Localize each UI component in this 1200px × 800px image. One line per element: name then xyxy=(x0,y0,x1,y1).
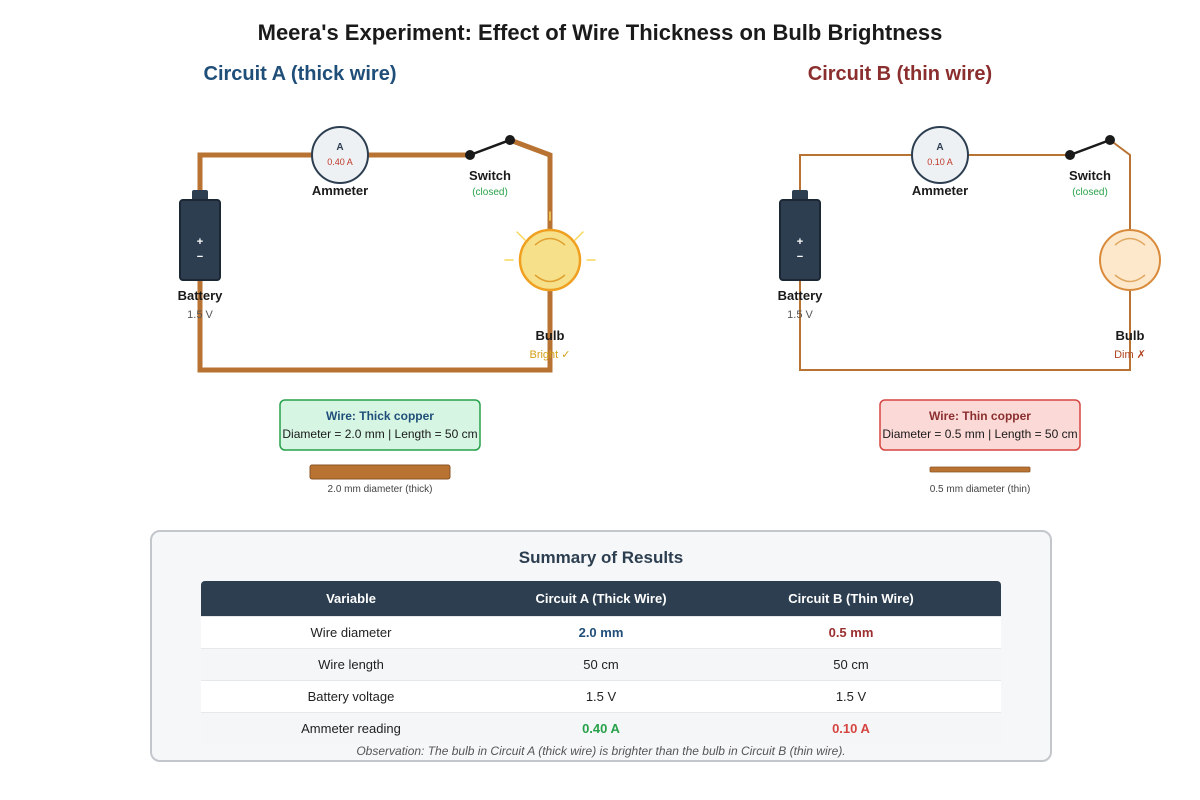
cell-circuit-b: 1.5 V xyxy=(701,680,1001,713)
bulb-label: Bulb xyxy=(1116,328,1145,343)
circuit-b-battery: + − xyxy=(779,190,821,281)
cell-variable: Wire length xyxy=(201,648,501,681)
circuit-a-bulb-glow-rays xyxy=(504,211,596,261)
battery-minus-symbol: − xyxy=(797,251,803,263)
wire-info-box xyxy=(879,399,1081,451)
ammeter-reading: 0.40 A xyxy=(327,157,353,167)
cell-variable: Wire diameter xyxy=(201,616,501,649)
wire-sample-caption: 0.5 mm diameter (thin) xyxy=(930,484,1031,495)
circuit-a-bulb-bright-icon xyxy=(518,228,582,292)
summary-title: Summary of Results xyxy=(518,548,684,567)
circuit-b-ammeter: A 0.10 A xyxy=(911,126,969,184)
cell-circuit-a: 2.0 mm xyxy=(501,616,701,649)
ammeter-reading: 0.10 A xyxy=(927,157,953,167)
circuit-b-heading: Circuit B (thin wire) xyxy=(808,63,992,85)
wire-sample-thin xyxy=(929,466,1031,473)
cell-variable: Ammeter reading xyxy=(201,712,501,744)
header-circuit-b: Circuit B (Thin Wire) xyxy=(701,581,1001,617)
wire-info-title: Wire: Thick copper xyxy=(326,409,434,423)
battery-label: Battery xyxy=(178,288,224,303)
table-header-row: Variable Circuit A (Thick Wire) Circuit … xyxy=(201,581,1001,617)
switch-label: Switch xyxy=(1069,168,1111,183)
circuit-b: Circuit B (thin wire) + − Battery 1.5 V … xyxy=(778,63,1161,495)
observation-note: Observation: The bulb in Circuit A (thic… xyxy=(356,744,846,758)
battery-voltage: 1.5 V xyxy=(787,309,813,321)
ammeter-label: Ammeter xyxy=(312,183,368,198)
ammeter-symbol: A xyxy=(936,142,943,153)
header-circuit-a: Circuit A (Thick Wire) xyxy=(501,581,701,617)
battery-plus-symbol: + xyxy=(797,236,803,248)
cell-circuit-b: 0.5 mm xyxy=(701,616,1001,649)
table-row: Wire diameter 2.0 mm 0.5 mm xyxy=(201,616,1001,649)
page-title: Meera's Experiment: Effect of Wire Thick… xyxy=(258,20,943,45)
table-row: Wire length 50 cm 50 cm xyxy=(201,648,1001,681)
circuit-a-ammeter: A 0.40 A xyxy=(311,126,369,184)
cell-circuit-a: 50 cm xyxy=(501,648,701,681)
switch-label: Switch xyxy=(469,168,511,183)
circuit-a-wire xyxy=(197,137,553,373)
circuit-a-battery: + − xyxy=(179,190,221,281)
results-table: Variable Circuit A (Thick Wire) Circuit … xyxy=(201,581,1001,744)
battery-minus-symbol: − xyxy=(197,251,203,263)
circuit-b-wire xyxy=(799,139,1131,371)
wire-info-spec: Diameter = 2.0 mm | Length = 50 cm xyxy=(282,427,477,441)
ammeter-label: Ammeter xyxy=(912,183,968,198)
cell-circuit-a: 1.5 V xyxy=(501,680,701,713)
summary-panel: Summary of Results Variable Circuit A (T… xyxy=(150,530,1052,762)
wire-info-spec: Diameter = 0.5 mm | Length = 50 cm xyxy=(882,427,1077,441)
circuit-b-switch xyxy=(1065,135,1115,160)
circuit-a: Circuit A (thick wire) + − Battery 1.5 V… xyxy=(178,63,596,495)
circuit-b-bulb-dim-icon xyxy=(1099,229,1161,291)
battery-plus-symbol: + xyxy=(197,236,203,248)
switch-state: (closed) xyxy=(472,187,508,198)
cell-circuit-a: 0.40 A xyxy=(501,712,701,744)
wire-info-title: Wire: Thin copper xyxy=(929,409,1031,423)
table-row: Battery voltage 1.5 V 1.5 V xyxy=(201,680,1001,713)
wire-sample-caption: 2.0 mm diameter (thick) xyxy=(327,484,432,495)
bulb-state: Bright ✓ xyxy=(529,349,570,361)
battery-label: Battery xyxy=(778,288,824,303)
circuit-a-switch xyxy=(465,135,515,160)
switch-state: (closed) xyxy=(1072,187,1108,198)
battery-voltage: 1.5 V xyxy=(187,309,213,321)
table-row: Ammeter reading 0.40 A 0.10 A xyxy=(201,712,1001,744)
header-variable: Variable xyxy=(201,581,501,617)
cell-circuit-b: 0.10 A xyxy=(701,712,1001,744)
ammeter-symbol: A xyxy=(336,142,343,153)
wire-sample-thick xyxy=(309,464,451,480)
cell-variable: Battery voltage xyxy=(201,680,501,713)
wire-info-box xyxy=(279,399,481,451)
bulb-state: Dim ✗ xyxy=(1114,349,1146,361)
cell-circuit-b: 50 cm xyxy=(701,648,1001,681)
bulb-label: Bulb xyxy=(536,328,565,343)
circuit-a-heading: Circuit A (thick wire) xyxy=(204,63,397,85)
